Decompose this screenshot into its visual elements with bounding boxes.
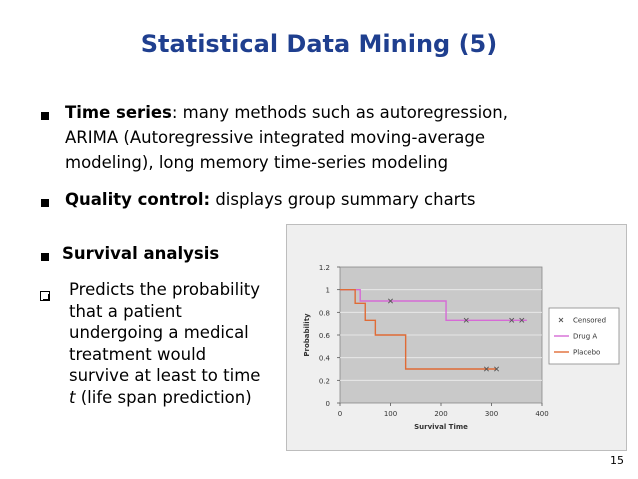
survival-line-last: t (life span prediction) <box>69 387 260 409</box>
time-series-text: : many methods such as autoregression, <box>171 103 508 122</box>
bullet-marker <box>41 253 49 261</box>
slide-title: Statistical Data Mining (5) <box>140 30 498 58</box>
censored-marker <box>483 366 489 372</box>
survival-chart-svg: 0 0.2 0.4 0.6 0.8 1 1.2 0 100 200 300 400 Survival T… <box>303 264 620 431</box>
time-series-line-3: modeling), long memory time-series model… <box>65 153 449 172</box>
censored-marker <box>463 317 469 323</box>
y-tick-label: 0.2 <box>319 377 330 385</box>
bullet-marker <box>41 112 49 120</box>
survival-line: Predicts the probability <box>69 280 261 299</box>
legend-label: Placebo <box>573 349 600 357</box>
legend-box <box>548 307 620 365</box>
censored-marker <box>519 317 525 323</box>
survival-heading: Survival analysis <box>62 244 220 263</box>
sub-bullet-marker <box>40 291 50 301</box>
y-axis-label: Probability <box>303 313 311 357</box>
time-series-heading: Time series <box>65 103 172 122</box>
survival-heading-line: Survival analysis <box>62 243 219 265</box>
survival-line: that a patient <box>69 301 182 321</box>
survival-chart: 0 0.2 0.4 0.6 0.8 1 1.2 0 100 200 300 400 Survival T… <box>286 224 627 451</box>
legend-censored-marker <box>558 317 564 323</box>
censored-marker <box>494 366 500 372</box>
series-line-placebo <box>340 288 497 370</box>
quality-control-heading: Quality control: <box>65 190 211 209</box>
y-tick-label: 0.4 <box>319 355 331 363</box>
y-tick-label: 0 <box>326 400 330 408</box>
survival-line: undergoing a medical <box>69 323 249 342</box>
survival-description: Predicts the probability that a patient … <box>69 279 260 408</box>
survival-line: (life span prediction) <box>80 387 252 407</box>
y-tick-label: 1 <box>326 287 330 295</box>
y-tick-label: 1.2 <box>319 264 330 272</box>
quality-control-text: displays group summary charts <box>210 190 476 209</box>
x-tick-label: 0 <box>338 410 342 418</box>
quality-control-line: Quality control: displays group summary … <box>65 189 476 211</box>
series-line-drug-a <box>340 288 527 321</box>
x-axis-label: Survival Time <box>414 423 468 431</box>
y-tick-label: 0.8 <box>319 309 330 317</box>
survival-time-variable: t <box>69 387 76 407</box>
legend-label: Censored <box>573 317 606 325</box>
y-tick-label: 0.6 <box>319 332 331 340</box>
x-tick-label: 200 <box>434 410 447 418</box>
x-tick-label: 100 <box>384 410 397 418</box>
x-tick-label: 300 <box>485 410 498 418</box>
bullet-marker <box>41 199 49 207</box>
page-number: 15 <box>610 454 624 467</box>
x-tick-label: 400 <box>535 410 548 418</box>
time-series-line-1: Time series: many methods such as autore… <box>65 102 508 124</box>
censored-marker <box>387 298 394 304</box>
survival-line: survive at least to time <box>69 366 261 385</box>
censored-marker <box>509 317 515 323</box>
legend-label: Drug A <box>573 333 597 341</box>
survival-line: treatment would <box>69 344 207 364</box>
time-series-line-2: ARIMA (Autoregressive integrated moving-… <box>65 128 486 147</box>
